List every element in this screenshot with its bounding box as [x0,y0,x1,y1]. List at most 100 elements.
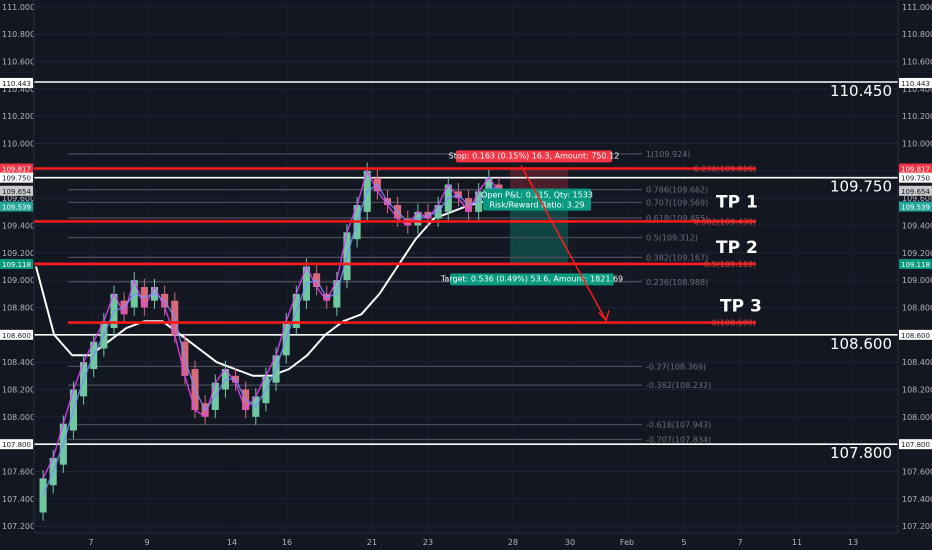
x-tick-label: Feb [620,538,634,547]
red-levels: 0.236(109.816) 0.382(109.430) 0.5(109.119)… [34,165,756,328]
y-tick-label-right: 109.200 [902,249,932,258]
price-box-right: 109.750 [901,175,930,183]
x-tick-label: 16 [282,538,292,547]
fib-label: 0.707(109.569) [646,198,708,207]
red-level-label: 0.5(109.119) [704,260,756,269]
y-tick-label-right: 108.800 [902,304,932,313]
y-tick-label-right: 110.800 [902,30,932,39]
y-tick-label-right: 110.200 [902,112,932,121]
y-tick-label-left: 108.400 [2,358,35,367]
price-box-left-bg [0,172,33,183]
price-box-left: 109.750 [2,175,31,183]
x-tick-label: 9 [144,538,149,547]
horizontal-level-label: 109.750 [830,178,892,196]
red-level-label: 0.382(109.430) [694,217,756,226]
y-tick-label-left: 107.600 [2,468,35,477]
price-box-left-bg [0,329,33,340]
projection-arrow-line [520,165,607,321]
stop-label: Stop: 0.163 (0.15%) 16.3, Amount: 750.12 [449,151,620,160]
candle-body [495,184,503,192]
candle-body [39,478,47,513]
tp-label: TP 1 [716,193,758,213]
fib-label: 0.5(109.312) [646,234,698,243]
y-tick-label-right: 110.600 [902,58,932,67]
y-tick-label-left: 107.400 [2,495,35,504]
y-tick-label-right: 109.400 [902,222,932,231]
x-tick-label: 14 [227,538,237,547]
price-box-left: 109.817 [2,166,31,174]
risk-reward-label: Risk/Reward Ratio: 3.29 [489,201,584,210]
fib-label: 0.786(109.662) [646,186,708,195]
y-tick-label-left: 110.600 [2,58,35,67]
price-box-left: 108.600 [2,332,31,340]
x-tick-label: 5 [681,538,686,547]
y-tick-label-right: 110.400 [902,85,932,94]
price-box-left-bg [0,259,33,270]
price-box-right: 107.800 [901,441,930,449]
price-box-left: 109.118 [2,261,31,269]
x-tick-label: 28 [508,538,518,547]
x-tick-label: 11 [792,538,802,547]
x-tick-label: 30 [565,538,575,547]
fib-label: 0.236(108.988) [646,278,708,287]
price-box-right-bg [899,77,932,88]
horizontal-level-label: 107.800 [830,444,892,462]
price-box-right: 109.118 [901,261,930,269]
y-tick-label-left: 110.800 [2,30,35,39]
y-tick-label-left: 108.200 [2,386,35,395]
red-level-label: 0(108.699) [712,319,756,328]
x-tick-label: 13 [848,538,858,547]
price-box-left-bg [0,77,33,88]
price-box-right-bg [899,259,932,270]
fib-label: -0.27(108.369) [646,362,706,371]
y-tick-label-right: 109.000 [902,276,932,285]
projection-arrow-head [598,310,610,322]
fib-label: 0.382(109.167) [646,253,708,262]
tp-label: TP 3 [720,297,762,317]
price-box-left: 109.539 [2,204,31,212]
short-ma-line [42,168,500,479]
price-box-right: 108.600 [901,332,930,340]
horizontal-level-label: 108.600 [830,335,892,353]
price-box-right-bg [899,201,932,212]
x-tick-label: 21 [367,538,377,547]
price-box-left-bg [0,185,33,196]
y-tick-label-left: 109.600 [2,194,35,203]
fib-label: -0.707(107.834) [646,436,711,445]
y-tick-label-right: 107.400 [902,495,932,504]
price-box-right: 109.817 [901,166,930,174]
price-series [35,162,507,521]
price-box-left-bg [0,439,33,450]
fib-label: 1(109.924) [646,150,690,159]
stop-label-bg [456,150,612,163]
y-tick-label-left: 107.200 [2,522,35,531]
price-box-right-bg [899,163,932,174]
target-label: Target: 0.536 (0.49%) 53.6, Amount: 1821… [440,274,623,283]
stop-zone [510,168,568,191]
y-tick-label-right: 108.400 [902,358,932,367]
horizontal-level-label: 110.450 [830,82,892,100]
y-tick-label-left: 108.000 [2,413,35,422]
fib-label: -0.618(107.943) [646,421,711,430]
y-tick-label-right: 110.000 [902,140,932,149]
red-level-label: 0.236(109.816) [694,165,756,174]
price-box-left: 110.443 [2,80,31,88]
price-box-right-bg [899,172,932,183]
annotations: TP 1 TP 2 TP 3 Stop: 0.163 (0.15%) 16.3, Am… [440,150,762,322]
y-tick-label-left: 110.200 [2,112,35,121]
y-tick-label-left: 109.000 [2,276,35,285]
y-tick-label-right: 108.000 [902,413,932,422]
price-box-right: 109.654 [901,188,930,196]
x-tick-label: 7 [88,538,93,547]
fib-label: 0.618(109.455) [646,214,708,223]
y-tick-label-left: 111.000 [2,3,35,12]
x-tick-label: 7 [737,538,742,547]
price-box-right-bg [899,439,932,450]
y-tick-label-left: 109.400 [2,222,35,231]
y-tick-label-left: 110.000 [2,140,35,149]
y-tick-label-left: 108.800 [2,304,35,313]
y-tick-label-left: 110.400 [2,85,35,94]
target-label-bg [450,273,614,286]
